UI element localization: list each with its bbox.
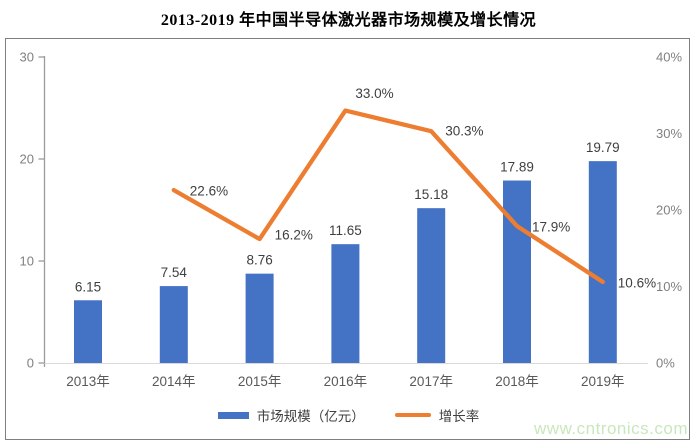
bar-2013年 [74,300,102,363]
bar-value-label: 15.18 [414,187,448,202]
growth-value-label: 22.6% [190,184,228,199]
growth-value-label: 10.6% [618,275,656,290]
bar-2015年 [245,273,274,363]
legend-label-growth-rate: 增长率 [438,409,480,424]
legend-item-growth-rate: 增长率 [394,405,480,425]
right-axis-tick-label: 40% [656,50,682,65]
right-axis-tick-label: 20% [656,203,682,218]
watermark: www.cntronics.com [534,419,688,438]
left-axis-tick-label: 10 [20,254,34,269]
left-axis-tick-label: 20 [20,152,34,167]
growth-value-label: 17.9% [532,220,570,235]
left-axis-tick-label: 30 [20,50,34,65]
x-axis-label: 2013年 [66,374,110,389]
x-axis-label: 2017年 [409,374,453,389]
bar-2016年 [331,244,360,363]
left-axis-tick-label: 0 [27,356,34,371]
growth-value-label: 16.2% [275,228,313,243]
bar-2017年 [417,208,446,363]
chart-frame [5,38,690,440]
legend-item-market-size: 市场规模（亿元） [217,405,365,425]
growth-value-label: 33.0% [355,86,393,101]
right-axis-tick-label: 0% [656,356,675,371]
x-axis-label: 2016年 [324,374,368,389]
x-axis-label: 2018年 [495,374,539,389]
chart-legend: 市场规模（亿元） 增长率 [0,405,697,425]
growth-rate-line [171,108,605,285]
legend-line-swatch-icon [394,413,431,417]
bar-value-label: 7.54 [161,265,188,280]
legend-bar-swatch-icon [217,411,249,419]
right-axis-tick-label: 10% [656,279,682,294]
bar-value-label: 8.76 [246,253,272,268]
x-axis-label: 2014年 [152,374,196,389]
x-axis-label: 2015年 [238,374,282,389]
right-axis-tick-label: 30% [656,126,682,141]
bar-value-label: 19.79 [586,140,620,155]
bar-2014年 [159,286,188,363]
bar-2018年 [503,180,531,363]
legend-label-market-size: 市场规模（亿元） [256,409,365,424]
chart-title: 2013-2019 年中国半导体激光器市场规模及增长情况 [160,12,537,29]
x-axis-label: 2019年 [581,374,625,389]
growth-value-label: 30.3% [445,124,483,139]
bar-value-label: 17.89 [500,160,534,175]
bar-2019年 [588,161,617,363]
bar-value-label: 6.15 [75,279,101,294]
bar-value-label: 11.65 [329,223,362,238]
